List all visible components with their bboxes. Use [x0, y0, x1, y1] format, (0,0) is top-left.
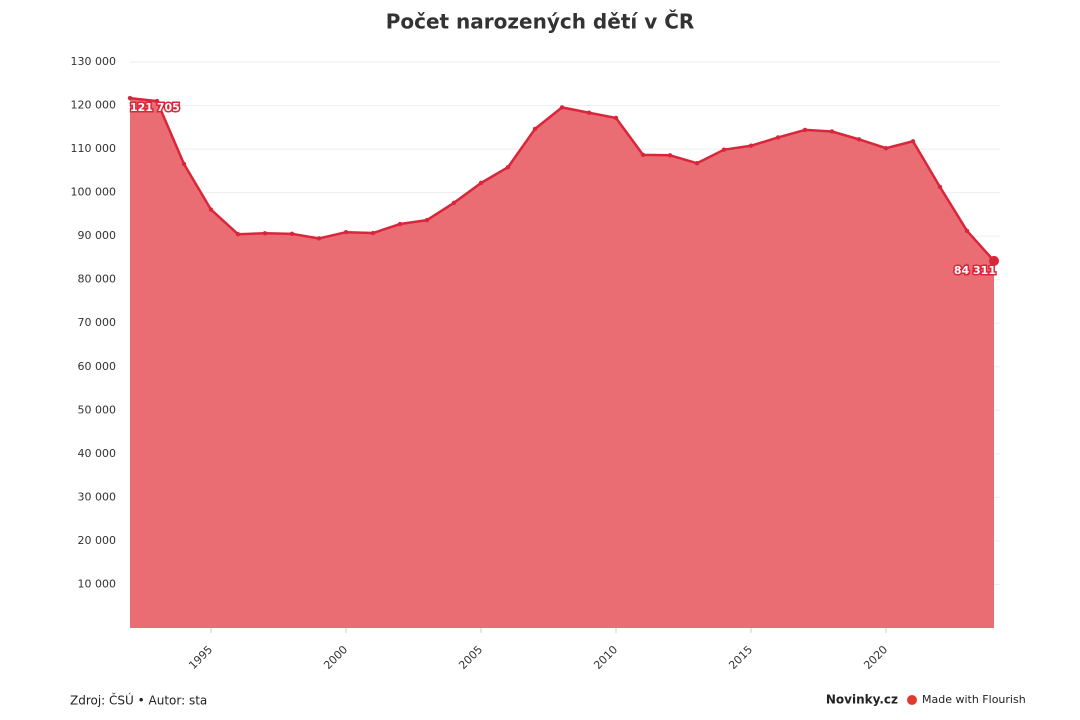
- y-tick-label: 70 000: [78, 316, 117, 329]
- y-tick-label: 10 000: [78, 577, 117, 590]
- point: [937, 184, 943, 190]
- point: [532, 126, 538, 132]
- point: [397, 221, 403, 227]
- point: [343, 229, 349, 235]
- point: [235, 232, 241, 237]
- point: [424, 217, 430, 223]
- point: [721, 147, 727, 152]
- y-tick-label: 120 000: [71, 99, 117, 112]
- point: [262, 231, 268, 236]
- point: [613, 115, 619, 121]
- point: [856, 137, 862, 142]
- point: [667, 153, 673, 158]
- point: [478, 180, 484, 186]
- x-tick-label: 2005: [456, 643, 485, 672]
- source: Zdroj: ČSÚ • Autor: sta: [70, 693, 207, 708]
- point: [586, 110, 592, 115]
- point: [640, 152, 646, 158]
- point: [181, 161, 187, 167]
- y-tick-label: 110 000: [71, 142, 117, 155]
- point: [775, 135, 781, 140]
- point: [289, 231, 295, 237]
- x-tick-label: 2000: [321, 643, 350, 672]
- point: [829, 129, 835, 134]
- x-tick-label: 2010: [591, 643, 620, 672]
- y-tick-label: 40 000: [78, 447, 117, 460]
- y-tick-label: 60 000: [78, 360, 117, 373]
- publisher: Novinky.cz: [826, 693, 898, 707]
- y-tick-label: 20 000: [78, 534, 117, 547]
- point: [910, 139, 916, 144]
- y-tick-label: 100 000: [71, 186, 117, 199]
- point: [127, 95, 133, 101]
- y-tick-label: 130 000: [71, 55, 117, 68]
- point: [802, 127, 808, 133]
- point: [559, 105, 565, 110]
- chart-title: Počet narozených dětí v ČR: [386, 10, 695, 34]
- y-tick-label: 50 000: [78, 403, 117, 416]
- point: [964, 228, 970, 234]
- point: [694, 161, 700, 166]
- point: [505, 165, 511, 170]
- y-tick-label: 90 000: [78, 229, 117, 242]
- branding[interactable]: Made with Flourish: [922, 693, 1026, 706]
- area: [130, 98, 994, 628]
- value-label: 84 311: [954, 264, 996, 277]
- x-tick-label: 1995: [186, 643, 215, 672]
- x-tick-label: 2015: [726, 643, 755, 672]
- point: [748, 143, 754, 148]
- point: [316, 236, 322, 241]
- flourish-icon: [907, 695, 917, 705]
- point: [451, 200, 457, 205]
- x-tick-label: 2020: [861, 643, 890, 672]
- point: [883, 146, 889, 151]
- value-label: 121 705: [130, 101, 180, 114]
- point: [989, 255, 999, 266]
- y-tick-label: 80 000: [78, 273, 117, 286]
- point: [154, 98, 160, 104]
- point: [208, 207, 214, 212]
- y-tick-label: 30 000: [78, 490, 117, 503]
- point: [370, 230, 376, 236]
